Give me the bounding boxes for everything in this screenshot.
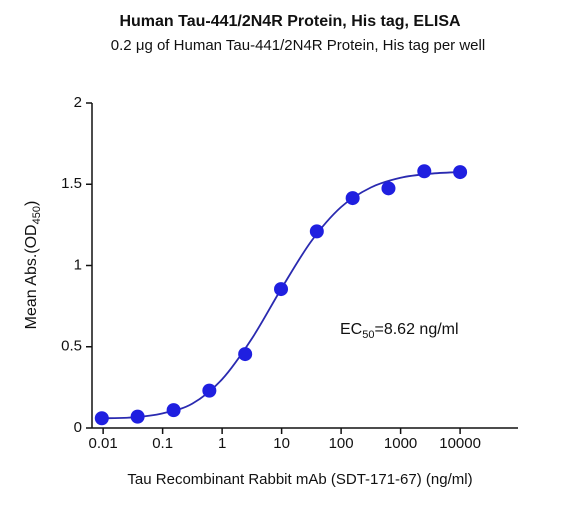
y-axis-label: Mean Abs.(OD450) — [23, 201, 43, 330]
data-point — [130, 409, 145, 424]
data-point — [453, 165, 468, 180]
chart-subtitle: 0.2 μg of Human Tau-441/2N4R Protein, Hi… — [111, 37, 485, 54]
x-tick-label: 1000 — [384, 435, 417, 452]
x-tick-label: 10 — [273, 435, 290, 452]
annotation-text: =8.62 ng/ml — [374, 321, 458, 338]
x-tick-label: 10000 — [439, 435, 481, 452]
y-tick-label: 2 — [74, 94, 82, 111]
y-tick-label: 0 — [74, 419, 82, 436]
data-point — [94, 411, 109, 426]
x-tick-label: 0.01 — [89, 435, 118, 452]
x-tick-label: 1 — [218, 435, 226, 452]
data-point — [309, 224, 324, 239]
data-point — [345, 191, 360, 206]
y-label-subscript: 450 — [31, 206, 43, 224]
data-point — [274, 282, 289, 297]
y-label-text: Mean Abs.(OD — [23, 224, 40, 329]
y-tick-label: 0.5 — [61, 338, 82, 355]
y-label-text: ) — [23, 201, 40, 206]
x-tick-label: 0.1 — [152, 435, 173, 452]
data-point — [238, 347, 253, 362]
x-axis-label: Tau Recombinant Rabbit mAb (SDT-171-67) … — [127, 471, 472, 488]
data-point — [417, 164, 432, 179]
y-tick-label: 1 — [74, 256, 82, 273]
annotation: EC50=8.62 ng/ml — [340, 321, 459, 341]
annotation-text: EC — [340, 321, 362, 338]
x-tick-label: 100 — [329, 435, 354, 452]
data-point — [166, 403, 181, 418]
data-point — [381, 181, 396, 196]
y-tick-label: 1.5 — [61, 175, 82, 192]
data-point — [202, 383, 217, 398]
chart-title: Human Tau-441/2N4R Protein, His tag, ELI… — [119, 13, 461, 30]
annotation-subscript: 50 — [362, 329, 374, 341]
